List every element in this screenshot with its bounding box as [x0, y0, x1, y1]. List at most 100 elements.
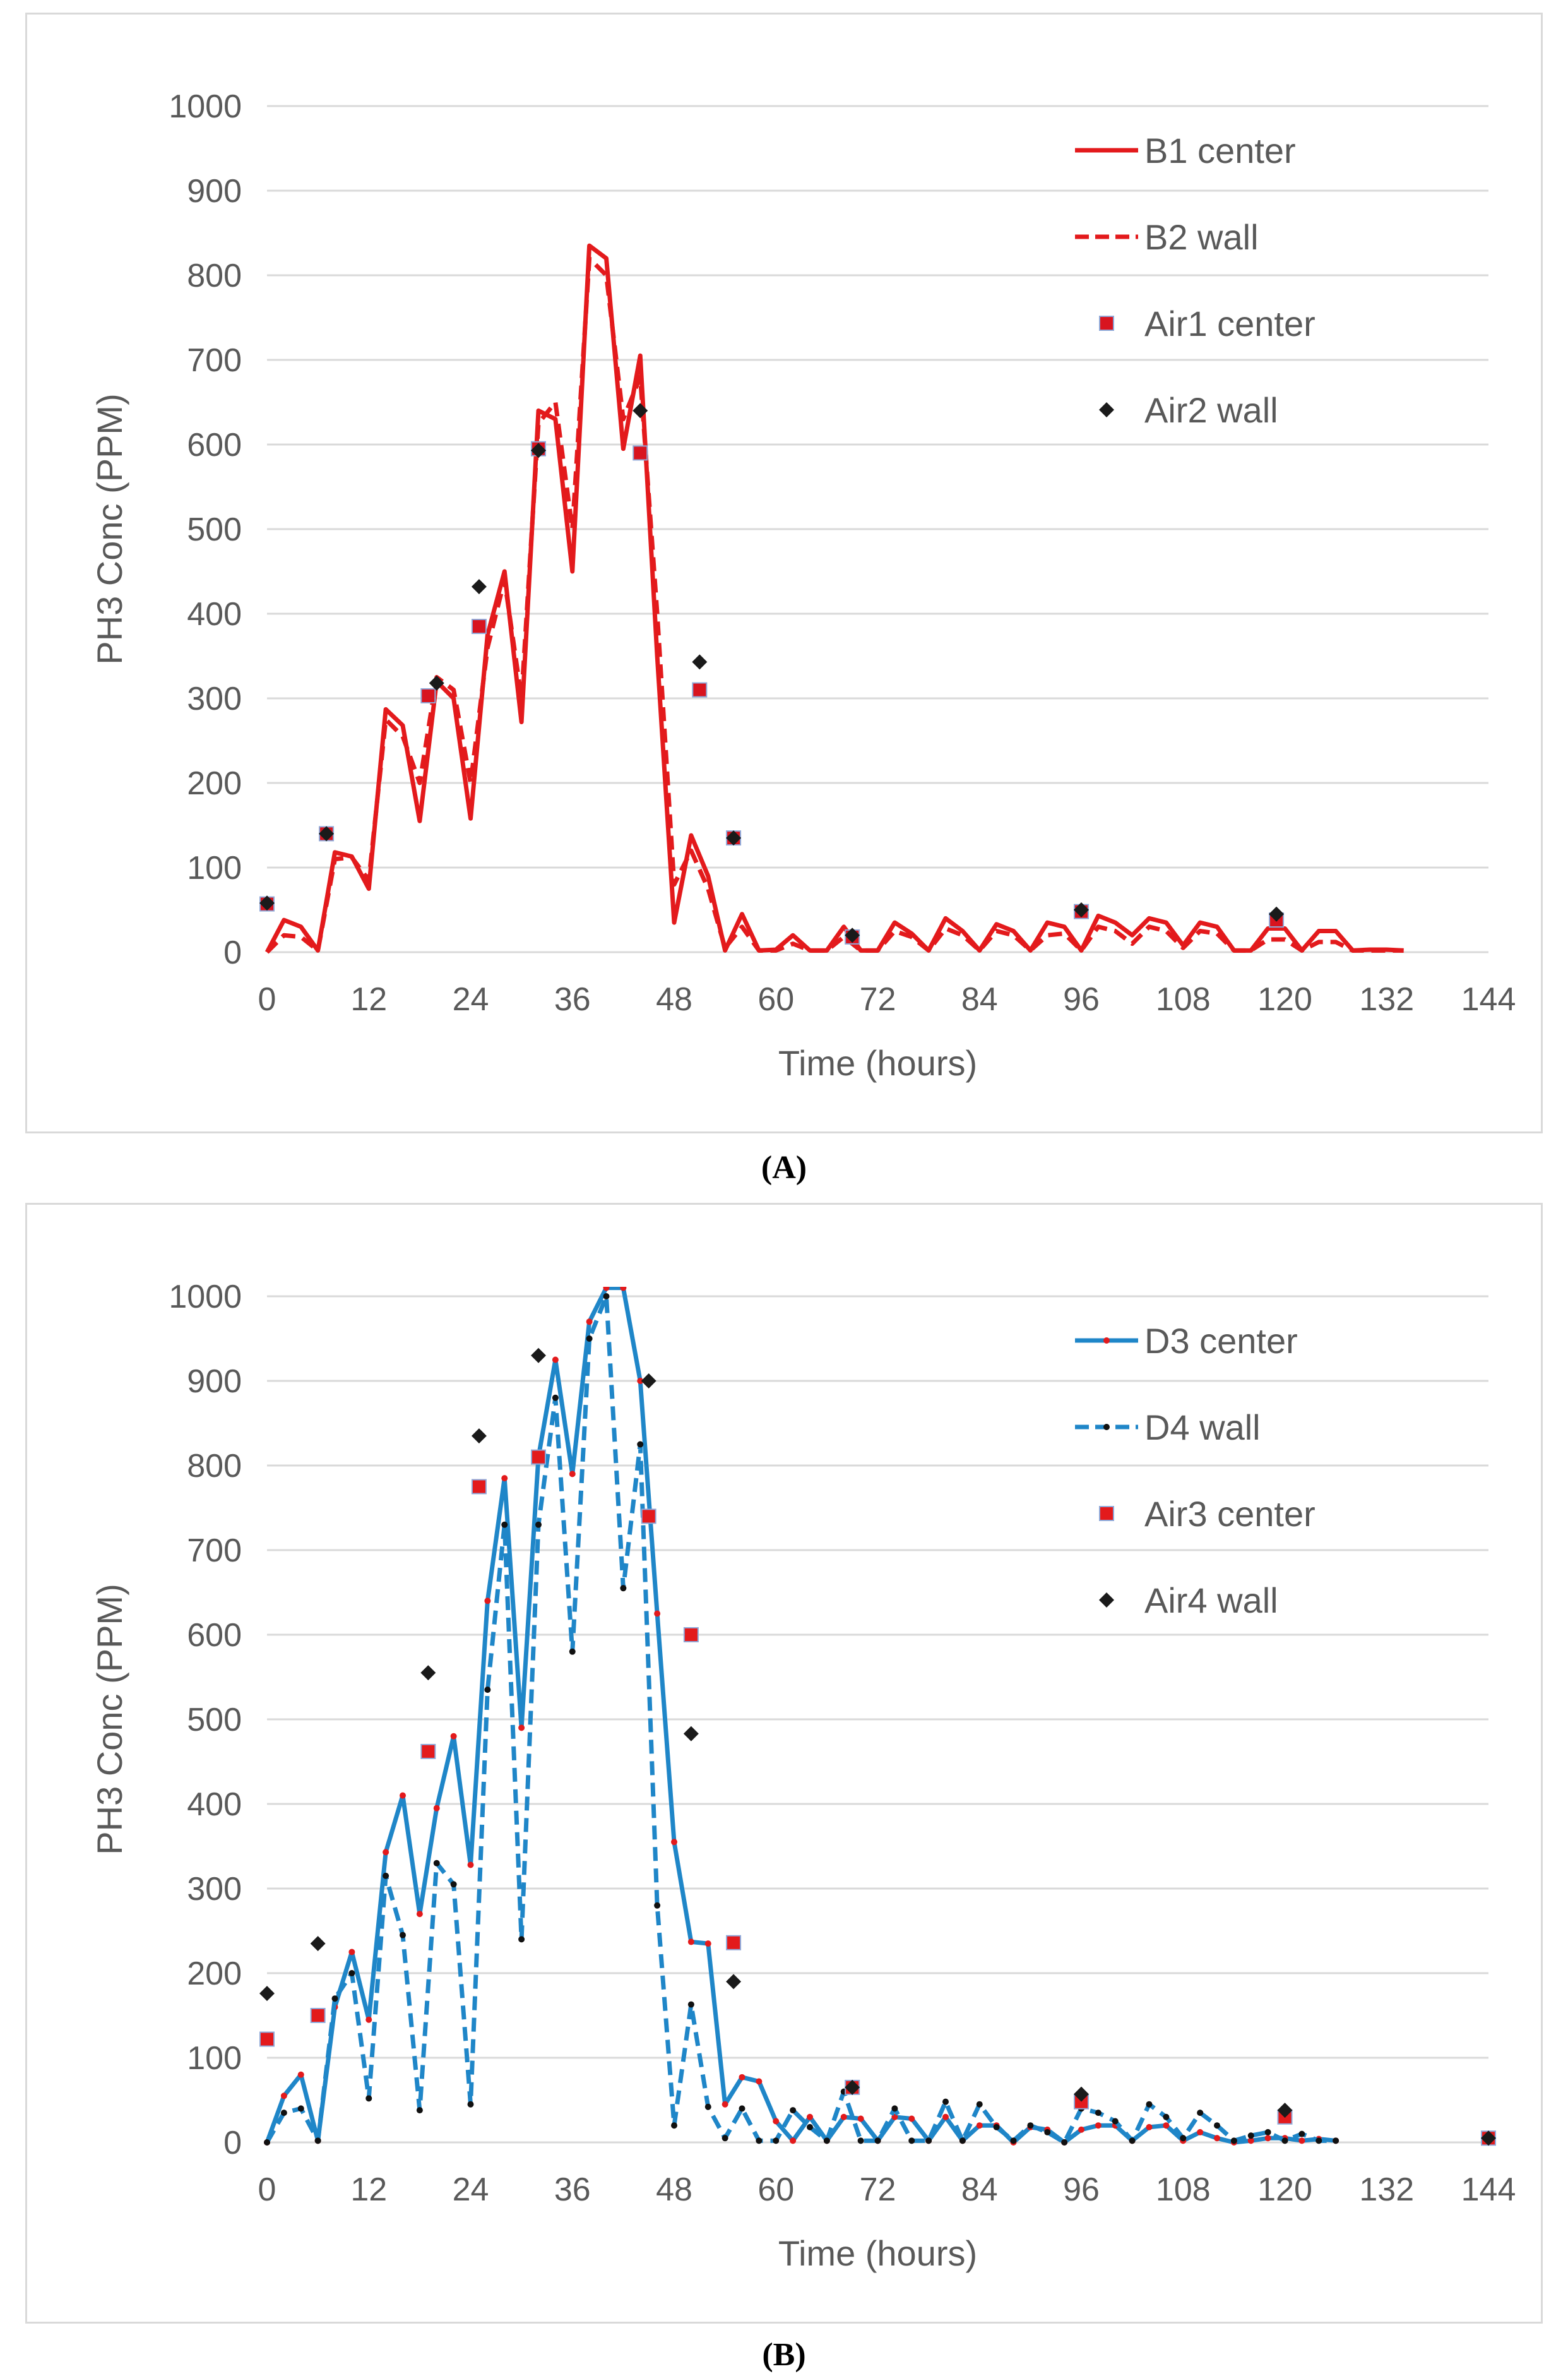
chart-b-air4-wall-point: [845, 2079, 860, 2095]
chart-b-d3-center-point: [383, 1849, 389, 1856]
chart-b-d4-wall-point: [1112, 2118, 1119, 2125]
chart-b-d3-center-point: [908, 2115, 915, 2122]
chart-a-y-tick-label: 1000: [169, 88, 242, 125]
chart-a-b1-center-line: [264, 243, 1404, 953]
chart-b-d4-wall-point: [535, 1521, 542, 1528]
chart-b-y-tick-label: 900: [187, 1363, 242, 1400]
chart-b-d4-wall-point: [1333, 2137, 1339, 2144]
chart-b-d4-wall-point: [807, 2123, 813, 2130]
chart-b-d3-center-point: [1078, 2126, 1084, 2133]
chart-b-air3-center-point: [310, 2008, 326, 2023]
chart-b-d4-wall-point: [400, 1931, 406, 1938]
chart-a-x-tick-label: 96: [1063, 981, 1100, 1018]
chart-a-x-tick-label: 72: [860, 981, 896, 1018]
chart-b-air4-wall-point: [420, 1665, 436, 1681]
chart-a-air2-wall-point: [1074, 902, 1089, 917]
chart-b-d3-center-point: [586, 1318, 593, 1325]
chart-a-series-b2-wall: [265, 256, 1404, 954]
chart-b-d4-wall-point: [1281, 2137, 1288, 2144]
chart-b-d4-wall-point: [518, 1936, 525, 1943]
chart-a-x-tick-label: 60: [757, 981, 794, 1018]
chart-b-d4-wall-point: [790, 2107, 797, 2114]
chart-b-legend-marker-d4-wall: [1103, 1424, 1110, 1430]
chart-a-y-tick-label: 800: [187, 258, 242, 294]
chart-a-x-tick-label: 0: [258, 981, 276, 1018]
chart-b-x-tick-label: 12: [350, 2171, 387, 2208]
chart-a-y-tick-label: 400: [187, 596, 242, 633]
chart-b-d4-wall-point: [314, 2137, 321, 2144]
chart-a-air1-center-point: [471, 619, 487, 635]
chart-a-x-tick-label: 132: [1359, 981, 1414, 1018]
chart-b-air4-wall-point: [683, 1726, 699, 1741]
chart-a-x-axis-title: Time (hours): [778, 1043, 977, 1083]
chart-b-air4-wall-point: [531, 1347, 546, 1363]
chart-b-legend-marker-d3-center: [1103, 1337, 1110, 1344]
chart-b-d3-center-point: [807, 2113, 813, 2120]
chart-b-d4-wall-point: [1010, 2137, 1017, 2144]
chart-b-air4-wall-point: [1277, 2103, 1293, 2118]
chart-b-legend-label-air4-wall: Air4 wall: [1144, 1580, 1278, 1620]
chart-b-air3-center-point: [471, 1479, 487, 1495]
chart-b-x-tick-label: 72: [860, 2171, 896, 2208]
chart-b-y-tick-label: 100: [187, 2040, 242, 2077]
chart-b-y-tick-label: 300: [187, 1871, 242, 1907]
chart-b-d4-wall-point: [1316, 2137, 1322, 2144]
chart-b-x-tick-label: 108: [1156, 2171, 1211, 2208]
chart-a-x-tick-label: 120: [1257, 981, 1312, 1018]
chart-a-x-tick-label: 48: [656, 981, 692, 1018]
chart-b-d3-center-point: [501, 1475, 508, 1482]
chart-b-d3-center-point: [1214, 2135, 1220, 2142]
chart-b-series-air3-center: [259, 1449, 1496, 2146]
chart-a-air1-center-point: [633, 445, 648, 461]
chart-b-d4-wall-line: [264, 1294, 1336, 2145]
chart-b-d3-center-point: [857, 2115, 864, 2122]
chart-b-d3-center-point: [1264, 2135, 1271, 2142]
chart-a-air2-wall-point: [429, 675, 444, 691]
chart-b-d4-wall-point: [552, 1394, 559, 1401]
chart-b-d3-center-point: [433, 1805, 440, 1812]
chart-b-d4-wall-point: [1197, 2110, 1204, 2116]
chart-b-d4-wall-point: [331, 1995, 338, 2002]
chart-b-d4-wall-point: [416, 2107, 423, 2114]
chart-b-d3-center-point: [400, 1792, 406, 1799]
chart-b-air4-wall-point: [471, 1428, 487, 1444]
chart-b-d4-wall-point: [857, 2137, 864, 2144]
chart-b-air3-center-point: [726, 1935, 742, 1950]
chart-b-legend-label-d4-wall: D4 wall: [1144, 1407, 1261, 1447]
chart-b-caption: (B): [762, 2337, 806, 2373]
chart-b-d4-wall-point: [1230, 2137, 1237, 2144]
chart-b-series-d4-wall: [264, 1293, 1339, 2146]
chart-a-series-air2-wall: [259, 403, 1285, 943]
chart-a-legend-label-air2-wall: Air2 wall: [1144, 390, 1278, 430]
chart-b-d3-center-point: [790, 2137, 797, 2144]
chart-b-air4-wall-point: [259, 1986, 275, 2002]
chart-b-d4-wall-point: [1163, 2113, 1170, 2120]
chart-a-y-tick-label: 100: [187, 850, 242, 887]
chart-a-air2-wall-point: [471, 579, 487, 595]
chart-b-legend-label-air3-center: Air3 center: [1144, 1494, 1316, 1534]
chart-b-y-tick-label: 400: [187, 1786, 242, 1823]
chart-b-d4-wall-point: [1044, 2128, 1051, 2135]
chart-a-y-axis-title: PH3 Conc (PPM): [90, 393, 129, 664]
chart-b-d4-wall-point: [704, 2103, 711, 2110]
chart-b-d4-wall-point: [654, 1902, 661, 1909]
chart-a-legend-marker-air1-center: [1099, 316, 1114, 331]
chart-b-d4-wall-point: [756, 2137, 763, 2144]
chart-b-d4-wall-point: [823, 2137, 830, 2144]
chart-b-d4-wall-point: [603, 1293, 610, 1299]
chart-b-d4-wall-point: [976, 2101, 983, 2108]
chart-b-y-tick-label: 800: [187, 1448, 242, 1484]
chart-b-air4-wall-point: [726, 1974, 742, 1990]
chart-b-x-tick-label: 48: [656, 2171, 692, 2208]
chart-b-d4-wall-point: [365, 2095, 372, 2102]
chart-b-d4-wall-point: [348, 1970, 355, 1976]
chart-b-d4-wall-point: [467, 2101, 474, 2108]
chart-a-air2-wall-point: [319, 826, 335, 842]
chart-b-d3-center-point: [620, 1287, 627, 1291]
chart-b-d3-center-point: [450, 1733, 457, 1740]
chart-b-d4-wall-point: [1180, 2135, 1187, 2142]
chart-b-d4-wall-point: [1146, 2101, 1153, 2108]
chart-b-svg: 0 100 200 300 400 500 600 700 800 900 1000 0 12 24 36 4…: [90, 1279, 1516, 2273]
chart-a-y-tick-label: 600: [187, 427, 242, 463]
chart-a-air2-wall-point: [531, 443, 546, 458]
